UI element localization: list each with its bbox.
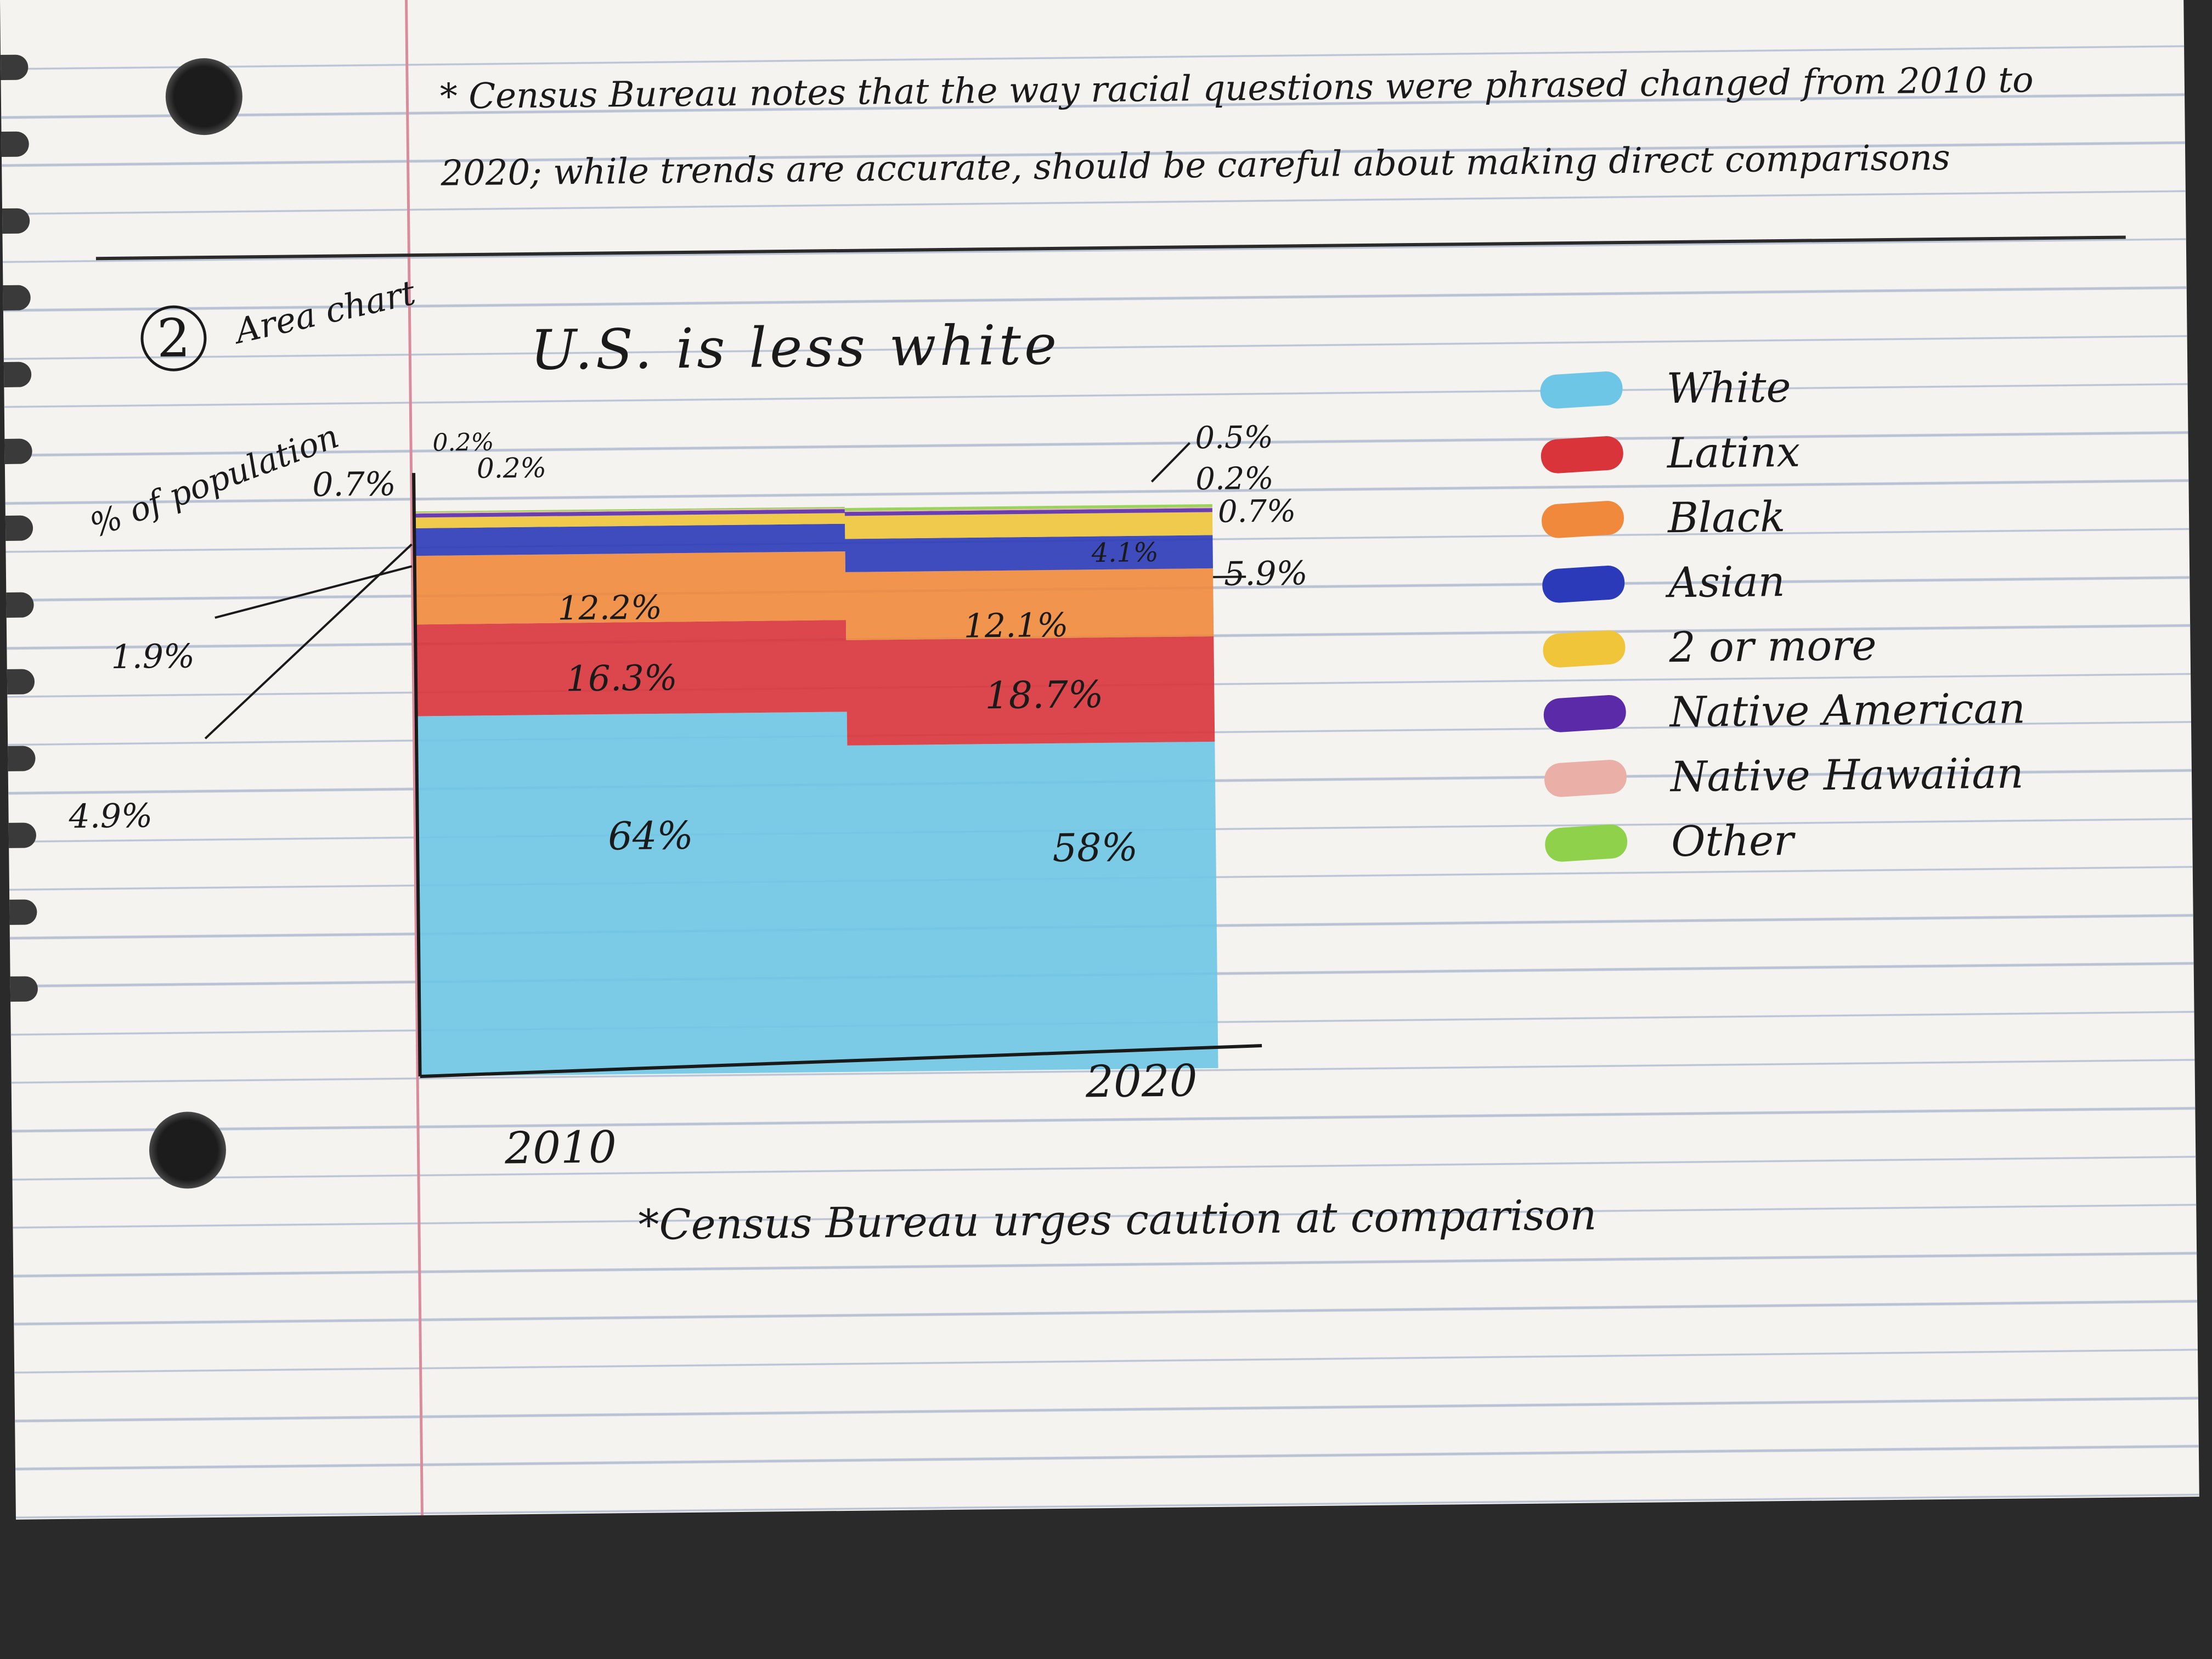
legend-item: Black <box>1531 486 2135 552</box>
area-band-native-american <box>414 508 1212 518</box>
legend-label: White <box>1666 362 1791 413</box>
left-label-4: 4.9% <box>68 797 153 836</box>
legend-swatch <box>1541 565 1626 604</box>
legend-swatch <box>1544 823 1629 863</box>
right-label-3: 5.9% <box>1224 554 1308 594</box>
bar-label-white-2010: 64% <box>608 813 693 859</box>
bar-label-latinx-2010: 16.3% <box>566 658 678 699</box>
area-band-asian <box>414 523 1213 572</box>
legend-item: Asian <box>1531 550 2135 617</box>
bar-label-black-2010: 12.2% <box>557 588 662 628</box>
legend-swatch <box>1542 694 1627 733</box>
left-label-0: 0.7% <box>312 465 396 504</box>
x-axis-line <box>420 1044 1262 1079</box>
bar-label-latinx-2020: 18.7% <box>985 673 1104 718</box>
legend-label: 2 or more <box>1669 620 1877 672</box>
right-label-2: 0.7% <box>1218 493 1296 529</box>
right-label-1: 0.2% <box>1195 461 1274 497</box>
legend-item: Latinx <box>1530 421 2134 488</box>
legend-item: Other <box>1534 809 2138 876</box>
area-band-latinx <box>415 620 1215 746</box>
legend-swatch <box>1541 500 1625 539</box>
notebook-page: * Census Bureau notes that the way racia… <box>0 0 2199 1520</box>
leader-line <box>1150 442 1191 483</box>
legend-swatch <box>1539 370 1624 410</box>
legend-label: Other <box>1671 815 1794 866</box>
legend-label: Asian <box>1668 556 1786 607</box>
left-label-2: 0.2% <box>477 452 547 484</box>
legend-item: Native Hawaiian <box>1533 744 2137 811</box>
legend-label: Black <box>1667 492 1786 543</box>
x-tick-2020: 2020 <box>1085 1055 1198 1107</box>
legend-item: Native American <box>1532 680 2136 747</box>
legend-swatch <box>1543 759 1628 798</box>
bar-label-2plus-2020: 4.1% <box>1091 537 1159 568</box>
area-band-other <box>414 504 1212 513</box>
legend-swatch <box>1540 435 1624 475</box>
x-tick-2010: 2010 <box>504 1121 617 1173</box>
left-label-3: 1.9% <box>111 637 195 676</box>
y-axis-line <box>412 473 422 1077</box>
area-chart: 201020200.7%0.2%0.2%1.9%4.9%12.2%16.3%64… <box>68 420 1308 1174</box>
leader-line <box>204 543 413 740</box>
legend-label: Native Hawaiian <box>1670 748 2024 802</box>
area-band-2-or-more <box>414 512 1213 539</box>
legend-swatch <box>1542 629 1627 669</box>
legend-item: 2 or more <box>1532 615 2136 682</box>
bar-label-white-2020: 58% <box>1052 825 1138 871</box>
caution-note-bottom: *Census Bureau urges caution at comparis… <box>637 1190 1597 1249</box>
legend-label: Latinx <box>1667 427 1801 478</box>
area-band-black <box>414 551 1214 641</box>
left-label-1: 0.2% <box>432 428 494 457</box>
legend-label: Native American <box>1669 684 2026 737</box>
right-label-0: 0.5% <box>1195 420 1273 456</box>
area-band-white <box>416 712 1218 1077</box>
bar-label-black-2020: 12.1% <box>963 606 1068 646</box>
leader-line <box>215 565 413 619</box>
legend-item: White <box>1529 356 2133 423</box>
